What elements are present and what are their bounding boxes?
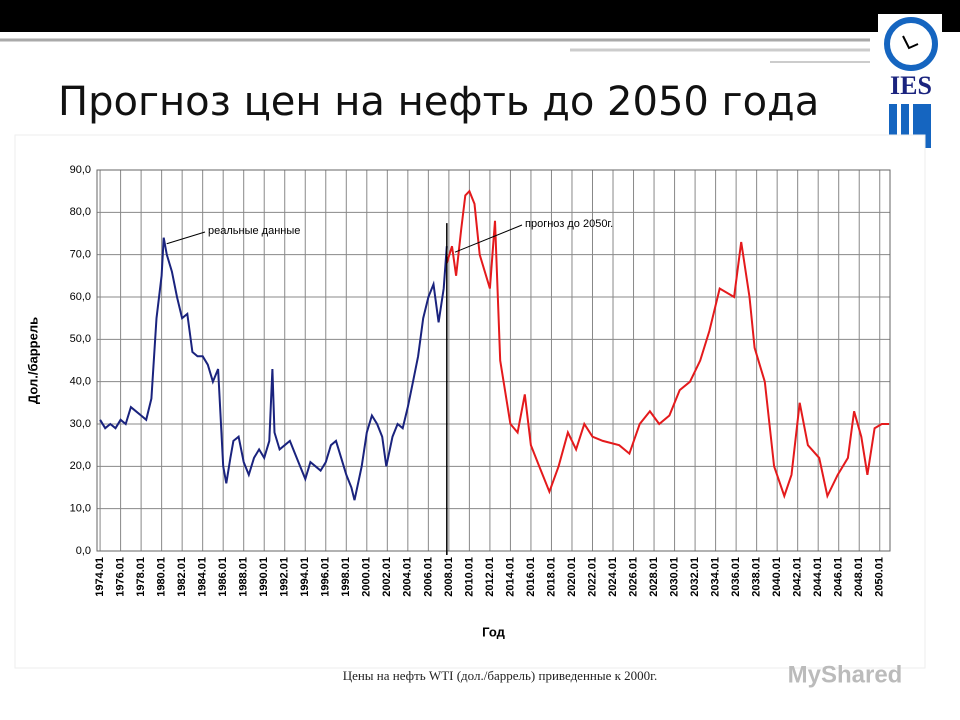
y-tick-label: 80,0 <box>70 206 91 218</box>
x-tick-label: 2014.01 <box>504 557 516 597</box>
annotation: реальные данные <box>208 225 300 237</box>
x-tick-label: 2022.01 <box>586 557 598 597</box>
plot-border <box>96 169 891 552</box>
x-tick-label: 2030.01 <box>668 557 680 597</box>
x-tick-label: 1982.01 <box>176 557 188 597</box>
x-tick-label: 2006.01 <box>422 557 434 597</box>
x-tick-label: 2032.01 <box>689 557 701 597</box>
x-tick-label: 2026.01 <box>627 557 639 597</box>
x-tick-label: 2040.01 <box>771 557 783 597</box>
x-tick-label: 2016.01 <box>525 557 537 597</box>
y-tick-label: 50,0 <box>70 333 91 345</box>
chart-frame <box>14 134 926 669</box>
logo-text: IES <box>890 71 932 100</box>
y-tick-label: 70,0 <box>70 249 91 261</box>
x-tick-label: 1984.01 <box>197 557 209 597</box>
y-tick-label: 20,0 <box>70 460 91 472</box>
line-series <box>99 237 448 501</box>
logo: IES <box>878 14 942 150</box>
x-tick-label: 2024.01 <box>607 557 619 597</box>
caption: Цены на нефть WTI (дол./баррель) приведе… <box>343 668 658 683</box>
x-tick-label: 1994.01 <box>299 557 311 597</box>
x-tick-label: 2028.01 <box>648 557 660 597</box>
annotation-leader <box>166 231 206 245</box>
logo-bar <box>901 104 909 148</box>
x-tick-label: 2002.01 <box>381 557 393 597</box>
x-tick-label: 1992.01 <box>279 557 291 597</box>
x-tick-label: 2034.01 <box>710 557 722 597</box>
logo-mark <box>902 35 919 50</box>
y-tick-label: 90,0 <box>70 164 91 176</box>
x-tick-label: 2050.01 <box>874 557 886 597</box>
y-tick-label: 40,0 <box>70 376 91 388</box>
x-tick-label: 2012.01 <box>484 557 496 597</box>
x-tick-label: 2038.01 <box>751 557 763 597</box>
x-tick-label: 1986.01 <box>217 557 229 597</box>
x-tick-label: 1974.01 <box>94 557 106 597</box>
annotation: прогноз до 2050г. <box>525 218 613 230</box>
x-tick-label: 2046.01 <box>833 557 845 597</box>
x-tick-label: 2008.01 <box>443 557 455 597</box>
x-tick-label: 2042.01 <box>792 557 804 597</box>
y-tick-label: 30,0 <box>70 418 91 430</box>
top-band <box>0 0 960 32</box>
x-tick-label: 2018.01 <box>545 557 557 597</box>
x-tick-label: 1990.01 <box>258 557 270 597</box>
plot: 0,0 10,0 20,0 30,0 40,0 50,0 60,0 70,0 80,0 90,0 1… <box>25 164 891 639</box>
y-tick-label: 60,0 <box>70 291 91 303</box>
y-tick-label: 0,0 <box>76 545 91 557</box>
x-tick-label: 1980.01 <box>156 557 168 597</box>
annotation-leader <box>454 224 523 253</box>
x-tick-label: 2004.01 <box>402 557 414 597</box>
x-tick-label: 2036.01 <box>730 557 742 597</box>
logo-bar <box>889 104 897 148</box>
x-tick-label: 1976.01 <box>115 557 127 597</box>
line-series <box>445 189 889 500</box>
slide-title: Прогноз цен на нефть до 2050 года <box>58 79 819 125</box>
x-tick-label: 1998.01 <box>340 557 352 597</box>
x-tick-label: 2044.01 <box>812 557 824 597</box>
x-tick-label: 1978.01 <box>135 557 147 597</box>
x-axis-label: Год <box>482 624 505 639</box>
x-tick-label: 2048.01 <box>853 557 865 597</box>
x-tick-label: 1996.01 <box>320 557 332 597</box>
x-tick-label: 1988.01 <box>238 557 250 597</box>
y-axis-label: Дол./баррель <box>25 317 40 404</box>
y-tick-label: 10,0 <box>70 503 91 515</box>
x-tick-label: 2020.01 <box>566 557 578 597</box>
logo-ring <box>884 17 938 71</box>
watermark: MyShared <box>788 661 903 688</box>
x-tick-label: 2010.01 <box>463 557 475 597</box>
x-tick-label: 2000.01 <box>361 557 373 597</box>
